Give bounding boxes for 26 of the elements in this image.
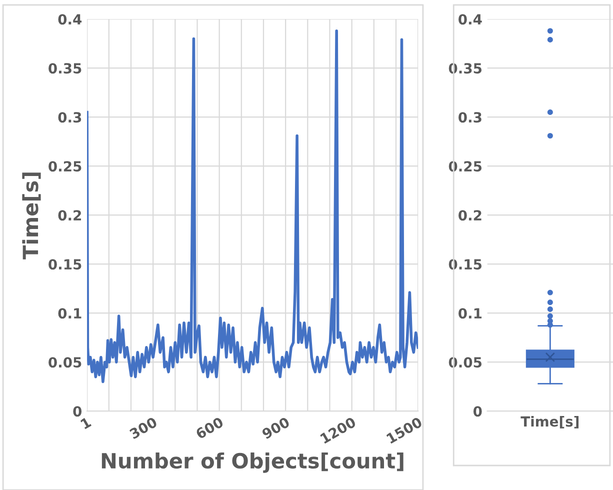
y-tick-label: 0 — [473, 406, 482, 417]
y-tick-label: 0.2 — [458, 210, 482, 221]
x-tick-label: Time[s] — [520, 416, 579, 428]
y-tick-label: 0.05 — [48, 357, 82, 368]
y-tick-label: 0.05 — [448, 357, 482, 368]
y-tick-label: 0.15 — [448, 259, 482, 270]
y-tick-label: 0.35 — [448, 63, 482, 74]
y-tick-label: 0 — [73, 406, 82, 417]
x-tick-label: 1 — [80, 416, 92, 430]
y-tick-label: 0.15 — [48, 259, 82, 270]
x-tick-label: 600 — [195, 416, 224, 440]
y-tick-label: 0.2 — [58, 210, 81, 221]
line-series — [87, 29, 418, 384]
y-tick-label: 0.4 — [458, 14, 482, 25]
y-tick-label: 0.4 — [58, 14, 82, 25]
y-tick-label: 0.3 — [58, 112, 82, 123]
x-tick-label: 300 — [128, 416, 158, 440]
y-tick-label: 0.35 — [48, 63, 82, 74]
y-tick-label: 0.25 — [448, 161, 482, 172]
y-tick-label: 0.25 — [48, 161, 82, 172]
x-tick-label: 900 — [261, 416, 290, 440]
y-tick-label: 0.1 — [458, 308, 482, 319]
y-tick-label: 0.3 — [458, 112, 482, 123]
y-axis-title: Time[s] — [22, 172, 41, 260]
y-tick-label: 0.1 — [58, 308, 82, 319]
x-axis-title: Number of Objects[count] — [102, 452, 404, 473]
